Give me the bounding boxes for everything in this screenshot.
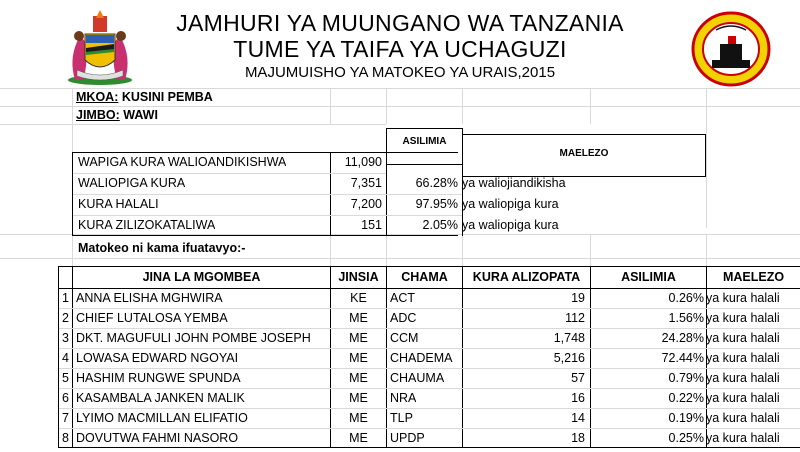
row-number: 6 [62,391,69,405]
row-number: 3 [62,331,69,345]
candidate-party: ACT [390,291,415,305]
candidate-name: ANNA ELISHA MGHWIRA [76,291,223,305]
results-intro: Matokeo ni kama ifuatavyo:- [78,241,246,255]
summary-label-voted: WALIOPIGA KURA [78,176,186,190]
mkoa-label: MKOA: [76,90,119,104]
results-header-party: CHAMA [401,270,448,284]
candidate-note: ya kura halali [706,371,780,385]
candidate-votes: 19 [571,291,585,305]
candidate-percent: 72.44% [661,351,704,365]
candidate-gender: ME [349,391,368,405]
candidate-party: NRA [390,391,417,405]
candidate-name: HASHIM RUNGWE SPUNDA [76,371,241,385]
title-summary: MAJUMUISHO YA MATOKEO YA URAIS,2015 [244,64,556,81]
summary-value-rejected: 151 [361,218,382,232]
results-header-votes: KURA ALIZOPATA [472,270,581,284]
title-republic: JAMHURI YA MUUNGANO WA TANZANIA [176,10,624,36]
row-number: 8 [62,431,69,445]
candidate-votes: 18 [571,431,585,445]
candidate-gender: ME [349,371,368,385]
results-sheet: MKOA: KUSINI PEMBA JIMBO: WAWI ASILIMIA … [0,88,800,452]
summary-value-voted: 7,351 [350,176,382,190]
results-header-percent: ASILIMIA [621,270,676,284]
summary-header-asilimia: ASILIMIA [402,136,447,147]
row-number: 7 [62,411,69,425]
candidate-gender: ME [349,331,368,345]
candidate-note: ya kura halali [706,391,780,405]
summary-note-voted: ya waliojiandikisha [462,176,566,190]
summary-header-maelezo: MAELEZO [559,148,609,159]
results-header-gender: JINSIA [338,270,379,284]
candidate-percent: 0.22% [668,391,704,405]
title-commission: TUME YA TAIFA YA UCHAGUZI [233,36,567,62]
candidate-name: CHIEF LUTALOSA YEMBA [76,311,228,325]
candidate-votes: 5,216 [553,351,585,365]
summary-label-rejected: KURA ZILIZOKATALIWA [78,218,216,232]
summary-value-valid: 7,200 [350,197,382,211]
mkoa-value: KUSINI PEMBA [121,90,213,104]
jimbo-label: JIMBO: [76,108,120,122]
candidate-name: LOWASA EDWARD NGOYAI [76,351,239,365]
candidate-note: ya kura halali [706,331,780,345]
candidate-party: TLP [390,411,413,425]
summary-percent-voted: 66.28% [415,176,458,190]
summary-note-valid: ya waliopiga kura [462,197,559,211]
results-header-name: JINA LA MGOMBEA [142,270,261,284]
candidate-party: CCM [390,331,419,345]
candidate-gender: ME [349,311,368,325]
candidate-gender: KE [350,291,367,305]
candidate-percent: 0.26% [668,291,704,305]
mkoa-row: MKOA: KUSINI PEMBA [76,88,213,107]
candidate-percent: 0.25% [668,431,704,445]
candidate-name: LYIMO MACMILLAN ELIFATIO [76,411,248,425]
coat-of-arms-icon [68,10,132,85]
candidate-name: KASAMBALA JANKEN MALIK [76,391,245,405]
jimbo-row: JIMBO: WAWI [76,106,158,125]
jimbo-value: WAWI [123,108,158,122]
nec-seal-icon [691,11,771,87]
candidate-note: ya kura halali [706,431,780,445]
document-header: JAMHURI YA MUUNGANO WA TANZANIA TUME YA … [0,0,800,88]
candidate-percent: 1.56% [668,311,704,325]
summary-note-rejected: ya waliopiga kura [462,218,559,232]
candidate-votes: 112 [565,311,585,325]
summary-label-valid: KURA HALALI [78,197,159,211]
candidate-gender: ME [349,351,368,365]
candidate-votes: 1,748 [553,331,585,345]
row-number: 4 [62,351,69,365]
candidate-name: DOVUTWA FAHMI NASORO [76,431,239,445]
results-header-note: MAELEZO [722,270,785,284]
summary-percent-valid: 97.95% [415,197,458,211]
candidate-percent: 0.19% [668,411,704,425]
candidate-note: ya kura halali [706,291,780,305]
candidate-votes: 57 [571,371,585,385]
candidate-gender: ME [349,431,368,445]
candidate-party: UPDP [390,431,425,445]
candidate-votes: 16 [571,391,585,405]
candidate-party: CHAUMA [390,371,445,385]
candidate-note: ya kura halali [706,411,780,425]
candidate-note: ya kura halali [706,311,780,325]
summary-percent-rejected: 2.05% [422,218,458,232]
row-number: 2 [62,311,69,325]
row-number: 1 [62,291,69,305]
candidate-gender: ME [349,411,368,425]
candidate-name: DKT. MAGUFULI JOHN POMBE JOSEPH [76,331,311,345]
candidate-party: CHADEMA [390,351,453,365]
candidate-votes: 14 [571,411,585,425]
candidate-percent: 0.79% [668,371,704,385]
candidate-note: ya kura halali [706,351,780,365]
row-number: 5 [62,371,69,385]
candidate-party: ADC [390,311,417,325]
summary-label-registered: WAPIGA KURA WALIOANDIKISHWA [78,155,287,169]
summary-value-registered: 11,090 [344,155,382,169]
candidate-percent: 24.28% [661,331,704,345]
